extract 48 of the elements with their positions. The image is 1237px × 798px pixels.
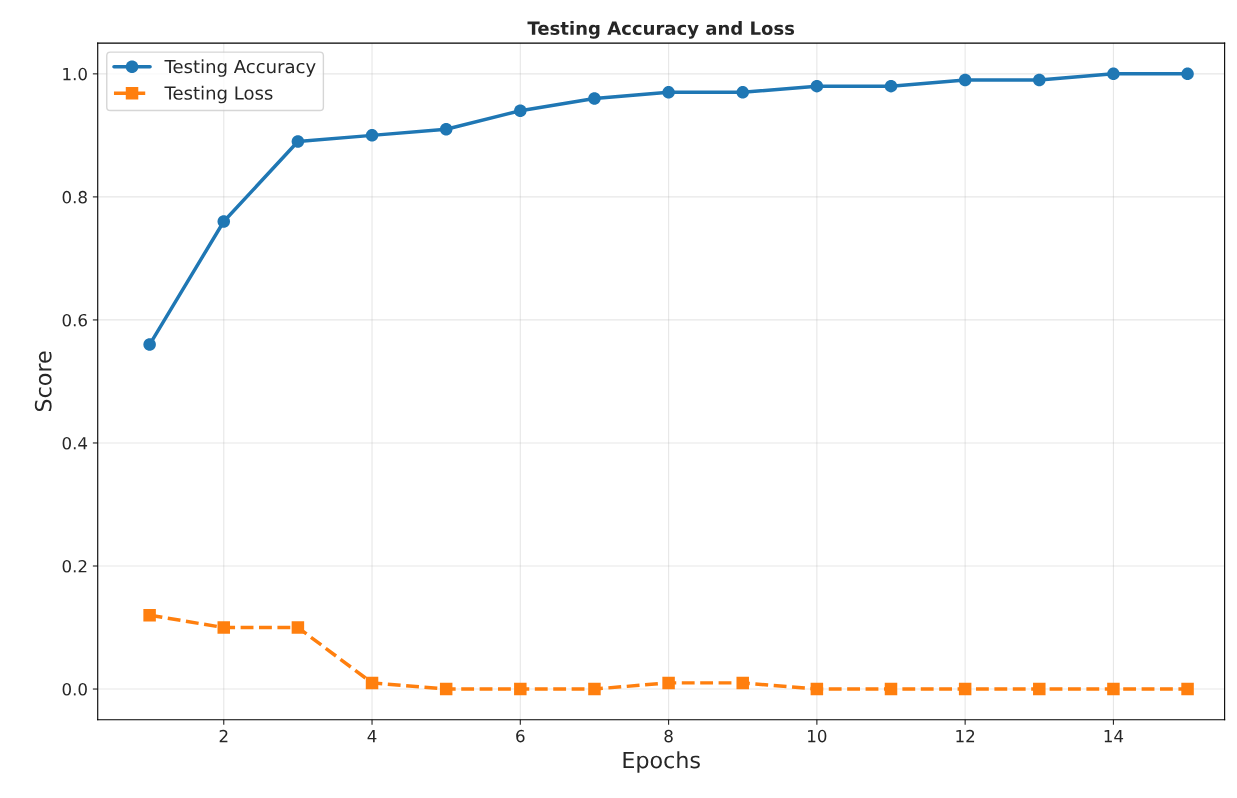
point [143,338,156,351]
point [588,92,601,105]
point [958,73,972,87]
point [291,621,305,634]
point [439,122,453,136]
point [217,621,231,634]
point [143,608,156,622]
point [1107,67,1120,81]
x-tick-label: 4 [367,730,377,743]
y-tick-label: 0.6 [62,313,87,327]
y-axis-title: Score [34,351,52,412]
legend-label: Testing Loss [164,85,273,104]
point [514,682,527,696]
point [1181,682,1194,696]
y-tick-label: 0.8 [62,190,87,204]
point [1107,682,1120,696]
y-tick-label: 0.2 [62,559,87,573]
point [1033,73,1046,87]
point [365,129,379,142]
point [514,104,527,118]
y-tick-label: 0.4 [62,436,88,450]
y-tick-label: 1.0 [63,67,87,81]
point [1181,67,1194,81]
point [810,79,824,93]
legend-label: Testing Accuracy [164,59,316,77]
point [291,135,305,148]
point [365,676,379,690]
point [662,676,675,690]
x-tick-label: 14 [1104,730,1124,743]
y-tick-label: 0.0 [62,683,87,696]
x-tick-label: 10 [808,729,827,743]
point [588,682,601,696]
point [736,676,749,690]
point [958,682,972,696]
point [736,86,749,99]
point [662,86,675,99]
x-tick-label: 8 [664,729,673,743]
x-tick-label: 2 [219,729,228,743]
x-tick-label: 12 [956,729,975,743]
point [1033,682,1046,696]
x-tick-label: 6 [516,729,525,743]
x-axis-title: Epochs [623,751,700,773]
point [810,682,824,696]
point [217,215,231,228]
point [884,79,898,93]
point [884,682,898,696]
chart-title: Testing Accuracy and Loss [527,21,795,39]
point [439,682,453,696]
